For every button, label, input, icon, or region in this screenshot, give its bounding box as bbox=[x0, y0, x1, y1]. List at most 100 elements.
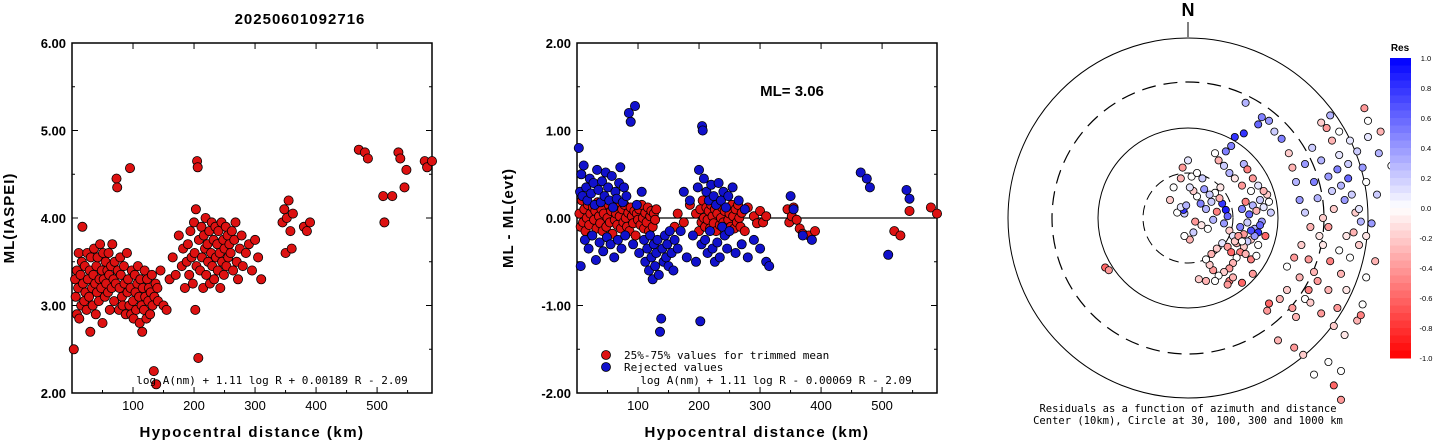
polar-residual-point bbox=[1180, 231, 1189, 240]
middle-x-label: Hypocentral distance (km) bbox=[644, 424, 869, 441]
polar-residual-point bbox=[1290, 343, 1299, 352]
middle-point-series-1 bbox=[883, 249, 894, 260]
colorbar-cell bbox=[1390, 163, 1411, 171]
middle-point-series-1 bbox=[592, 164, 603, 175]
polar-residual-point bbox=[1358, 300, 1367, 309]
colorbar-cell bbox=[1390, 283, 1411, 291]
polar-residual-point bbox=[1317, 118, 1326, 127]
polar-residual-point bbox=[1254, 181, 1263, 190]
polar-residual-point bbox=[1205, 260, 1214, 269]
colorbar-cell bbox=[1390, 245, 1411, 254]
polar-residual-point bbox=[1324, 172, 1333, 181]
middle-point-series-1 bbox=[904, 193, 915, 204]
polar-residual-point bbox=[1317, 156, 1326, 165]
colorbar-tick-label: -0.8 bbox=[1420, 324, 1433, 333]
polar-residual-point bbox=[1256, 221, 1265, 230]
polar-residual-point bbox=[1340, 330, 1349, 339]
polar-residual-point bbox=[1328, 136, 1337, 145]
polar-residual-point bbox=[1353, 316, 1362, 325]
polar-residual-point bbox=[1301, 159, 1310, 168]
colorbar-cell bbox=[1390, 65, 1411, 74]
polar-residual-point bbox=[1221, 147, 1230, 156]
left-point-series-0 bbox=[401, 164, 412, 175]
left-x-label: Hypocentral distance (km) bbox=[139, 424, 364, 441]
middle-point-series-1 bbox=[788, 204, 799, 215]
middle-point-series-1 bbox=[697, 125, 708, 136]
left-point-series-0 bbox=[362, 153, 373, 164]
polar-residual-point bbox=[1326, 111, 1335, 120]
middle-point-series-1 bbox=[705, 226, 716, 237]
left-point-series-0 bbox=[230, 217, 241, 228]
polar-residual-point bbox=[1202, 276, 1211, 285]
polar-caption-line1: Residuals as a function of azimuth and d… bbox=[1039, 403, 1336, 415]
polar-residual-point bbox=[1315, 231, 1324, 240]
middle-point-series-1 bbox=[650, 261, 661, 272]
left-x-tick-label: 200 bbox=[183, 398, 205, 413]
middle-y-tick-label: 2.00 bbox=[546, 36, 571, 51]
left-point-series-0 bbox=[256, 274, 267, 285]
polar-residual-point bbox=[1340, 195, 1349, 204]
polar-residual-point bbox=[1328, 186, 1337, 195]
polar-residual-point bbox=[1374, 149, 1383, 158]
polar-residual-point bbox=[1252, 206, 1261, 215]
colorbar-cell bbox=[1390, 320, 1411, 329]
left-point-series-0 bbox=[286, 243, 297, 254]
polar-residual-point bbox=[1295, 195, 1304, 204]
left-point-series-0 bbox=[74, 313, 85, 324]
left-point-series-0 bbox=[97, 317, 108, 328]
polar-residual-point bbox=[1333, 165, 1342, 174]
polar-residual-point bbox=[1234, 231, 1243, 240]
polar-residual-point bbox=[1367, 219, 1376, 228]
polar-residual-point bbox=[1304, 285, 1313, 294]
middle-point-series-0 bbox=[761, 211, 772, 222]
middle-point-series-0 bbox=[904, 205, 915, 216]
left-point-series-0 bbox=[192, 162, 203, 173]
colorbar-cell bbox=[1390, 73, 1411, 81]
colorbar-tick-label: 0.0 bbox=[1421, 204, 1431, 213]
polar-residual-point bbox=[1223, 280, 1232, 289]
middle-point-series-1 bbox=[630, 101, 641, 112]
left-point-series-0 bbox=[145, 309, 156, 320]
polar-residual-point bbox=[1247, 255, 1256, 264]
colorbar-tick-label: -0.6 bbox=[1420, 294, 1433, 303]
left-point-series-0 bbox=[387, 191, 398, 202]
left-point-series-0 bbox=[240, 247, 251, 258]
colorbar-cell bbox=[1390, 328, 1411, 336]
middle-point-series-1 bbox=[609, 252, 620, 263]
ring-30km bbox=[1142, 172, 1234, 264]
left-point-series-0 bbox=[304, 217, 315, 228]
middle-y-tick-label: 1.00 bbox=[546, 124, 571, 139]
middle-point-series-1 bbox=[684, 195, 695, 206]
polar-residual-point bbox=[1176, 174, 1185, 183]
left-point-series-0 bbox=[253, 252, 264, 263]
left-point-series-0 bbox=[155, 265, 166, 276]
middle-point-series-1 bbox=[785, 191, 796, 202]
polar-residual-point bbox=[1256, 195, 1265, 204]
polar-residual-point bbox=[1225, 226, 1234, 235]
left-point-series-0 bbox=[84, 291, 95, 302]
colorbar-cell bbox=[1390, 230, 1411, 239]
polar-residual-point bbox=[1250, 231, 1259, 240]
ring-outer bbox=[1007, 37, 1369, 399]
left-point-series-0 bbox=[95, 239, 106, 250]
polar-residual-point bbox=[1223, 242, 1232, 251]
left-x-tick-label: 500 bbox=[366, 398, 388, 413]
polar-residual-point bbox=[1301, 294, 1310, 303]
polar-residual-point bbox=[1227, 248, 1236, 257]
left-point-series-0 bbox=[187, 278, 198, 289]
left-point-series-0 bbox=[161, 304, 172, 315]
polar-residual-point bbox=[1241, 197, 1250, 206]
left-point-series-0 bbox=[426, 156, 437, 167]
polar-residual-point bbox=[1355, 240, 1364, 249]
polar-residual-point bbox=[1236, 222, 1245, 231]
left-point-series-0 bbox=[70, 291, 81, 302]
left-point-series-0 bbox=[287, 208, 298, 219]
colorbar-tick-label: 0.8 bbox=[1421, 84, 1431, 93]
colorbar-cell bbox=[1390, 103, 1411, 111]
middle-point-series-1 bbox=[755, 243, 766, 254]
left-point-series-0 bbox=[118, 261, 129, 272]
polar-residual-point bbox=[1270, 127, 1279, 136]
polar-residual-point bbox=[1283, 262, 1292, 271]
polar-residual-point bbox=[1200, 185, 1209, 194]
middle-point-series-1 bbox=[590, 254, 601, 265]
